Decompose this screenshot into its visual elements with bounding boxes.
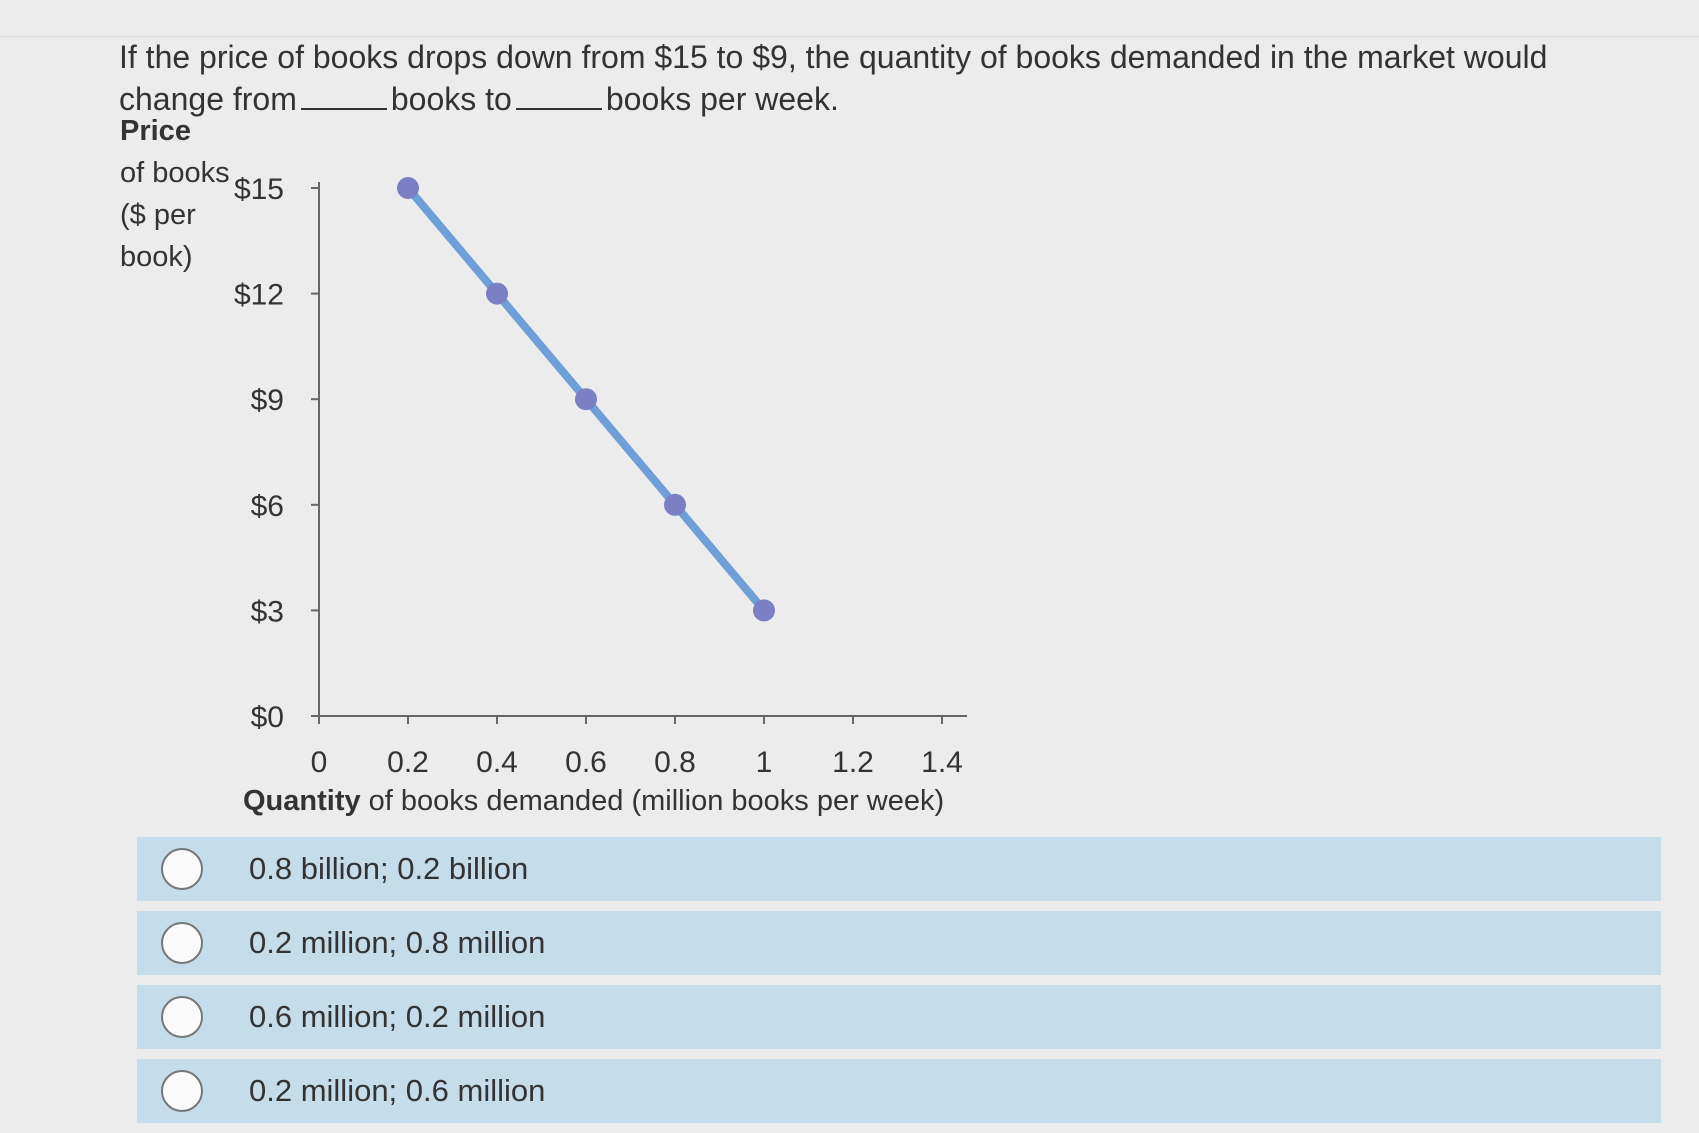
data-point [753,599,775,622]
option-label: 0.8 billion; 0.2 billion [249,851,529,886]
y-tick-label: $9 [251,384,284,417]
answer-option[interactable]: 0.6 million; 0.2 million [137,985,1661,1049]
y-axis-title-line: of books [120,157,230,189]
y-axis-title-line: book) [120,241,193,273]
x-tick-label: 0.8 [654,746,696,779]
y-tick-label: $0 [251,701,284,734]
question-part3: books per week. [605,81,839,117]
data-point [486,282,508,305]
answer-blank-2 [515,84,602,110]
radio-button[interactable] [161,848,203,890]
x-tick-label: 1.4 [921,746,963,779]
option-label: 0.2 million; 0.8 million [249,925,546,960]
x-tick-label: 1.2 [832,746,874,779]
question-text: If the price of books drops down from $1… [119,36,1659,120]
answer-options: 0.8 billion; 0.2 billion 0.2 million; 0.… [137,837,1661,1133]
data-point [575,388,597,411]
top-divider [0,36,1699,37]
question-part1: If the price of books drops down from $1… [119,39,1548,117]
x-tick-label: 0.2 [387,746,429,779]
radio-button[interactable] [161,996,203,1038]
answer-blank-1 [300,84,387,110]
data-point [664,493,686,516]
x-tick-label: 0.6 [565,746,607,779]
y-tick-label: $12 [234,279,284,312]
y-axis-title: Price of books ($ per book) [120,110,230,278]
x-tick-label: 0 [311,746,328,779]
option-label: 0.6 million; 0.2 million [249,999,546,1034]
y-tick-label: $3 [251,595,284,628]
x-axis-title-bold: Quantity [243,785,361,817]
radio-button[interactable] [161,922,203,964]
x-tick-label: 1 [756,746,773,779]
answer-option[interactable]: 0.2 million; 0.6 million [137,1059,1661,1123]
option-label: 0.2 million; 0.6 million [249,1073,546,1108]
x-tick-label: 0.4 [476,746,518,779]
data-point [397,177,419,199]
y-tick-label: $6 [251,490,284,523]
demand-chart: $0 $3 $6 $9 $12 $15 0 0.2 0.4 0.6 0.8 1 1.2 1.4 [234,173,967,779]
y-axis-title-line: ($ per [120,199,196,231]
answer-option[interactable]: 0.2 million; 0.8 million [137,911,1661,975]
answer-option[interactable]: 0.8 billion; 0.2 billion [137,837,1661,901]
x-axis-title: Quantity of books demanded (million book… [243,785,944,818]
x-axis-title-rest: of books demanded (million books per wee… [360,785,945,817]
y-axis-title-bold: Price [120,115,191,147]
question-part2: books to [390,81,512,117]
radio-button[interactable] [161,1070,203,1112]
y-tick-label: $15 [234,173,284,206]
